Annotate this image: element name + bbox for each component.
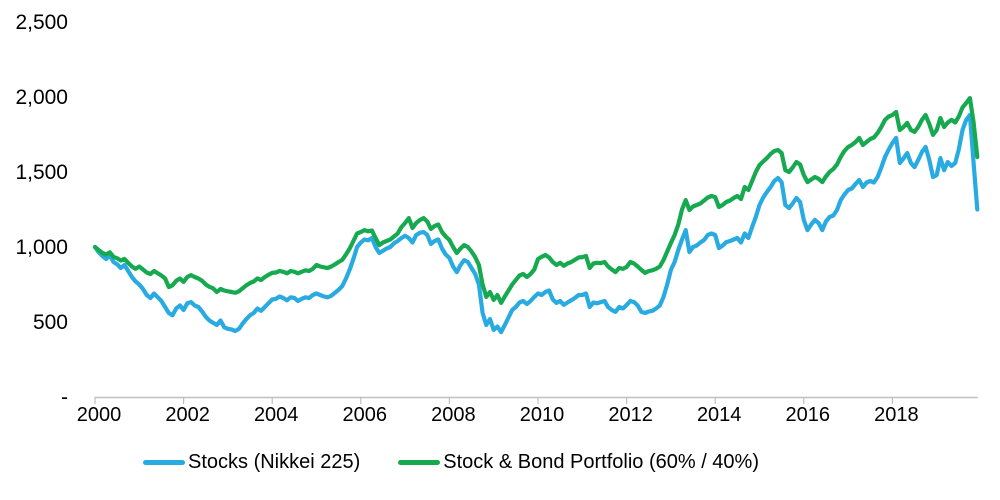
legend-item-stocks: Stocks (Nikkei 225) xyxy=(143,451,360,474)
legend-item-portfolio: Stock & Bond Portfolio (60% / 40%) xyxy=(398,451,759,474)
x-axis-label: 2000 xyxy=(77,404,122,426)
x-axis-label: 2010 xyxy=(520,404,565,426)
legend-line-swatch-portfolio xyxy=(398,460,441,465)
x-axis-label: 2002 xyxy=(165,404,210,426)
x-axis-label: 2016 xyxy=(786,404,831,426)
x-axis-label: 2004 xyxy=(254,404,299,426)
x-axis-label: 2008 xyxy=(431,404,476,426)
legend: Stocks (Nikkei 225) Stock & Bond Portfol… xyxy=(0,451,951,474)
x-axis-label: 2006 xyxy=(343,404,388,426)
x-axis-label: 2018 xyxy=(874,404,919,426)
y-axis-label: 500 xyxy=(33,311,68,334)
y-axis-label: - xyxy=(61,386,68,409)
x-axis-label: 2014 xyxy=(697,404,742,426)
legend-line-swatch-stocks xyxy=(143,460,185,465)
x-axis-label: 2012 xyxy=(608,404,653,426)
legend-label-stocks: Stocks (Nikkei 225) xyxy=(188,451,361,473)
y-axis-label: 2,500 xyxy=(15,11,68,34)
y-axis-label: 1,500 xyxy=(15,161,68,184)
series-line-stocks xyxy=(92,112,980,335)
y-axis-label: 1,000 xyxy=(15,236,68,259)
series-line-portfolio xyxy=(92,95,980,305)
y-axis-label: 2,000 xyxy=(15,86,68,109)
legend-label-portfolio: Stock & Bond Portfolio (60% / 40%) xyxy=(443,451,759,473)
